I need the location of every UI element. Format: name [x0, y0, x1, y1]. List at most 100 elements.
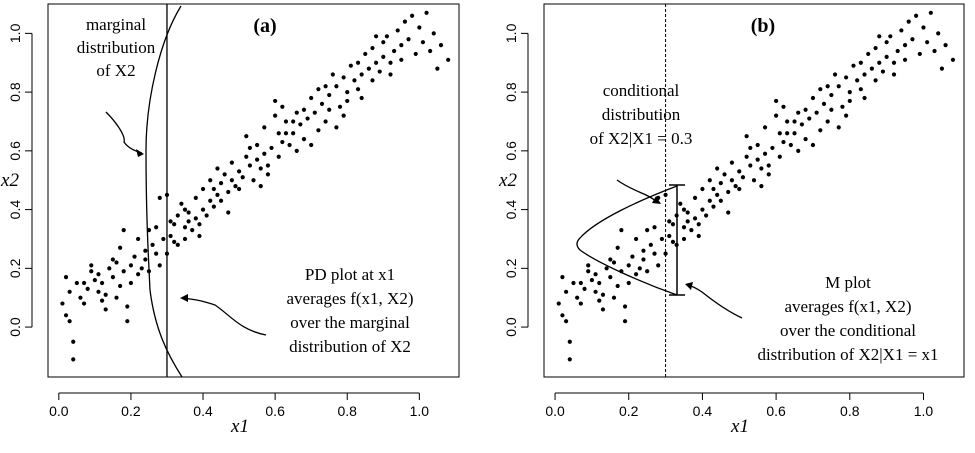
panel-a-point [121, 269, 126, 274]
panel-b-point [847, 98, 852, 104]
panel-b-point [692, 216, 698, 221]
panel-b-point [921, 25, 926, 30]
panel-b-point [866, 51, 871, 57]
panel-b-point [663, 251, 668, 256]
panel-a-point [323, 119, 328, 124]
panel-a-point [291, 119, 296, 124]
panel-a-point [132, 254, 137, 259]
panel-a-point [417, 25, 422, 30]
panel-b-point [821, 101, 827, 106]
panel-b-point [641, 257, 646, 262]
panel-b-point [877, 34, 882, 39]
panel-b-point [766, 163, 771, 168]
panel-b-point [781, 104, 786, 109]
panel-a-x-tick-label: 0.0 [49, 403, 69, 419]
panel-b-point [641, 248, 646, 253]
panel-a-point [103, 307, 108, 312]
panel-a-point [255, 157, 260, 162]
panel-a-point [240, 175, 245, 180]
panel-a-point [377, 69, 382, 74]
panel-a-point [323, 84, 328, 89]
panel-a-point [244, 154, 249, 159]
panel-b-point [936, 31, 941, 36]
panel-a-point [381, 54, 386, 59]
panel-a-point [265, 163, 271, 168]
pd-label-line4: distribution of X2 [289, 337, 411, 356]
panel-a-point [182, 207, 188, 212]
panel-a-point [435, 66, 440, 71]
panel-b-point [914, 13, 919, 18]
panel-b-point [895, 48, 900, 54]
panel-a-point [186, 219, 191, 224]
panel-a-point [399, 43, 404, 48]
panel-b-point [726, 189, 731, 195]
panel-a-point [258, 166, 263, 171]
panel-b-point [733, 183, 738, 189]
panel-b-point [785, 131, 790, 136]
panel-a-point [200, 186, 206, 192]
panel-b-point [774, 113, 779, 118]
panel-a-point [265, 172, 271, 177]
panel-b-point [781, 139, 786, 145]
m-label-line1: M plot [825, 273, 871, 292]
panel-a-point [81, 280, 87, 286]
conditional-label-line3: of X2|X1 = 0.3 [590, 129, 693, 148]
panel-a-point [143, 248, 148, 253]
panel-b-point [634, 272, 639, 277]
panel-b-point [707, 178, 712, 183]
panel-a-point [319, 101, 325, 106]
panel-b-point [707, 198, 712, 203]
panel-b-point [799, 122, 804, 127]
panel-b-point [619, 228, 624, 233]
panel-b-point [818, 128, 823, 133]
panel-b-point [832, 72, 838, 77]
panel-a-frame [47, 3, 460, 378]
panel-a-point [71, 357, 76, 362]
panel-a-label: (a) [253, 15, 276, 37]
panel-b-ylabel: x2 [498, 170, 517, 191]
panel-b-point [762, 125, 768, 130]
panel-a-y-tick-label: 0.4 [7, 200, 23, 220]
panel-a-point [208, 198, 213, 203]
panel-b-y-tick-label: 0.0 [503, 317, 519, 337]
panel-b-point [622, 304, 628, 309]
panel-a-point [92, 277, 97, 283]
panel-b-point [910, 37, 915, 42]
panel-a-point [280, 139, 285, 145]
panel-a-point [366, 66, 371, 71]
panel-b-point [626, 280, 631, 286]
panel-b-point [567, 357, 572, 362]
panel-b-point [615, 283, 620, 289]
panel-a-point [341, 75, 346, 80]
panel-a-point [89, 269, 94, 274]
panel-a-x-tick-label: 0.8 [338, 403, 358, 419]
panel-a-y-tick-label: 0.8 [7, 82, 23, 102]
panel-a-point [103, 292, 108, 297]
panel-a-x-tick-label: 0.2 [121, 403, 141, 419]
panel-a-point [63, 275, 69, 280]
panel-a-point [136, 272, 141, 277]
panel-b-xlabel: x1 [730, 416, 749, 437]
panel-a-x-tick-label: 0.6 [265, 403, 285, 419]
panel-b-point [670, 239, 676, 244]
panel-a-point [258, 183, 263, 189]
panel-a-point [406, 37, 411, 42]
panel-a-point [110, 275, 115, 280]
panel-b-point [899, 28, 904, 33]
panel-b-point [770, 145, 775, 151]
panel-a-ylabel: x2 [0, 170, 19, 191]
panel-a-point [179, 201, 184, 206]
panel-a-point [172, 222, 177, 227]
panel-b-point [597, 280, 602, 286]
panel-b-point [722, 172, 727, 177]
panel-b-point [880, 69, 886, 74]
panel-a-point [438, 43, 444, 48]
panel-a-point [99, 298, 105, 303]
panel-a-point [247, 163, 252, 168]
panel-a-point [157, 263, 162, 268]
panel-a-point [63, 313, 69, 318]
panel-a-point [168, 219, 173, 224]
panel-a-point [193, 195, 198, 200]
panel-a-point [301, 107, 307, 112]
panel-a-point [150, 242, 155, 247]
